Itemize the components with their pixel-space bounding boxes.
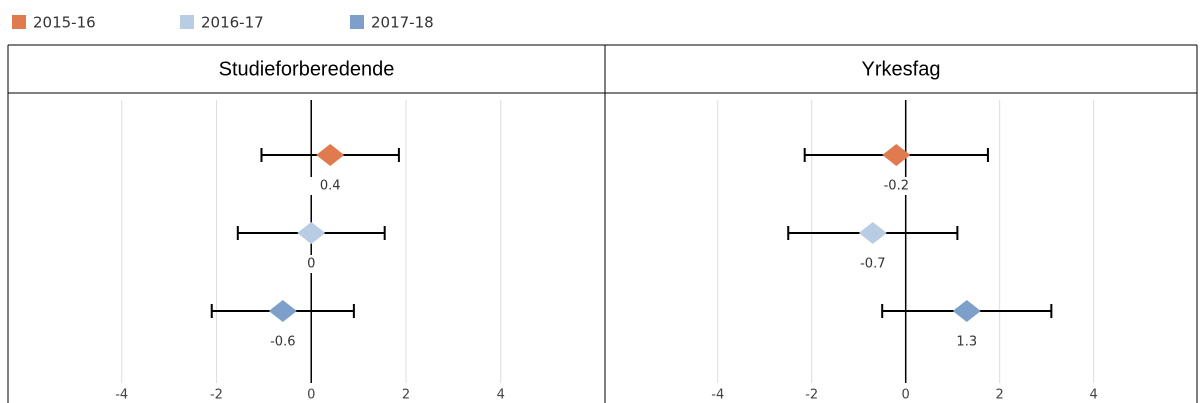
legend-swatch [350, 15, 364, 29]
x-tick-label: 4 [497, 388, 505, 403]
legend-label: 2017-18 [371, 14, 434, 32]
point [952, 300, 981, 322]
data-label: -0.2 [884, 179, 909, 194]
label-bg [260, 333, 305, 351]
x-tick-label: -2 [210, 388, 223, 403]
data-label: -0.7 [860, 257, 885, 272]
label-bg [289, 255, 334, 273]
legend-label: 2016-17 [201, 14, 264, 32]
point [858, 222, 887, 244]
point [268, 300, 297, 322]
label-bg [308, 177, 353, 195]
label-bg [944, 333, 989, 351]
label-bg [850, 255, 895, 273]
x-tick-label: 2 [402, 388, 410, 403]
x-tick-label: -4 [115, 388, 128, 403]
data-label: -0.6 [270, 335, 295, 350]
data-label: 1.3 [956, 335, 977, 350]
x-tick-label: 2 [996, 388, 1004, 403]
data-label: 0.4 [320, 179, 341, 194]
label-bg [874, 177, 919, 195]
x-tick-label: -2 [805, 388, 818, 403]
x-tick-label: 0 [307, 388, 315, 403]
x-tick-label: 0 [902, 388, 910, 403]
point [316, 144, 345, 166]
panel-title: Yrkesfag [862, 58, 941, 80]
legend-label: 2015-16 [33, 14, 96, 32]
point [882, 144, 911, 166]
x-tick-label: -4 [711, 388, 724, 403]
x-tick-label: 4 [1089, 388, 1097, 403]
data-label: 0 [307, 257, 315, 272]
legend-swatch [12, 15, 26, 29]
panel-title: Studieforberedende [219, 58, 395, 80]
legend-swatch [180, 15, 194, 29]
point [297, 222, 326, 244]
